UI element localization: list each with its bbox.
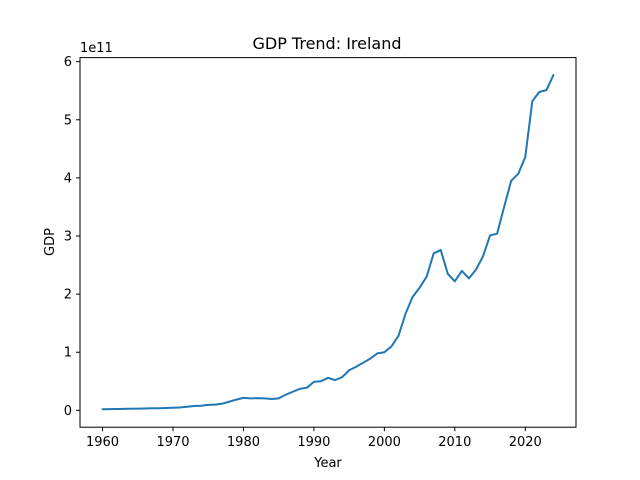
x-axis-ticks: 1960 1970 1980 1990 2000 2010 2020 xyxy=(86,427,542,450)
y-offset-label: 1e11 xyxy=(80,41,113,56)
y-tick-label: 0 xyxy=(64,404,72,419)
y-tick-label: 3 xyxy=(64,230,72,245)
y-tick-label: 4 xyxy=(64,171,72,186)
x-tick-label: 1980 xyxy=(227,435,260,450)
x-tick-label: 2000 xyxy=(368,435,401,450)
x-tick-label: 1960 xyxy=(86,435,119,450)
x-tick-label: 2020 xyxy=(509,435,542,450)
gdp-series-line xyxy=(101,74,555,411)
chart-title: GDP Trend: Ireland xyxy=(252,34,401,53)
y-tick-label: 6 xyxy=(64,55,72,70)
y-tick-label: 1 xyxy=(64,346,72,361)
x-tick-label: 2010 xyxy=(438,435,471,450)
y-axis-label: GDP xyxy=(43,228,58,256)
x-axis-label: Year xyxy=(313,456,342,471)
plot-area-frame xyxy=(79,57,577,428)
y-axis-ticks: 0 1 2 3 4 5 6 xyxy=(64,55,80,419)
x-tick-label: 1990 xyxy=(297,435,330,450)
y-tick-label: 2 xyxy=(64,288,72,303)
y-tick-label: 5 xyxy=(64,113,72,128)
x-tick-label: 1970 xyxy=(156,435,189,450)
